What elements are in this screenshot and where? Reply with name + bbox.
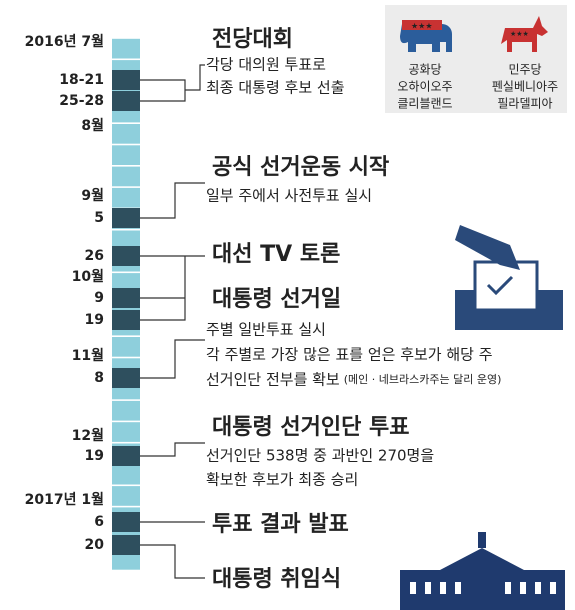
date-label: 19 — [85, 448, 104, 464]
timeline-cell — [112, 401, 140, 421]
event-title: 대통령 취임식 — [212, 567, 341, 592]
timeline-cell — [112, 465, 140, 485]
timeline-marker — [112, 70, 140, 90]
date-label: 8 — [94, 370, 104, 386]
date-label: 2016년 7월 — [25, 33, 104, 50]
date-label: 5 — [94, 210, 104, 226]
timeline-marker — [112, 310, 140, 330]
timeline-cell — [112, 145, 140, 165]
connector — [140, 545, 205, 578]
event-desc: 일부 주에서 사전투표 실시 — [206, 187, 372, 205]
timeline-cell — [112, 486, 140, 506]
connector — [140, 443, 205, 456]
connector — [140, 340, 205, 378]
timeline-marker — [112, 512, 140, 532]
timeline-cell — [112, 422, 140, 442]
connector — [140, 65, 205, 101]
timeline-marker — [112, 91, 140, 111]
timeline-marker — [112, 288, 140, 308]
date-label: 8월 — [81, 117, 104, 134]
connector — [140, 256, 205, 320]
party-name: 민주당 — [508, 63, 541, 77]
event-desc: 각 주별로 가장 많은 표를 얻은 후보가 해당 주 — [206, 346, 493, 364]
event-title: 대통령 선거인단 투표 — [212, 415, 409, 440]
date-label: 25-28 — [59, 93, 104, 109]
white-house-icon — [400, 532, 565, 610]
party-city: 클리블랜드 — [397, 97, 452, 111]
date-label: 10월 — [72, 268, 104, 285]
event-title: 공식 선거운동 시작 — [212, 155, 389, 180]
timeline-marker — [112, 535, 140, 555]
timeline-cell — [112, 124, 140, 144]
timeline-cell — [112, 337, 140, 357]
timeline-marker — [112, 368, 140, 388]
ballot-icon — [455, 225, 563, 330]
event-title: 전당대회 — [212, 27, 293, 52]
date-label: 12월 — [72, 427, 104, 444]
event-desc: 최종 대통령 후보 선출 — [206, 79, 345, 97]
date-label: 11월 — [72, 347, 104, 364]
infographic: ★★★ ★★★ 2016년 7월 18-21 25-28 8월 9월 5 26 10월 9 19 1… — [0, 0, 575, 610]
timeline-marker — [112, 246, 140, 266]
event-title: 투표 결과 발표 — [212, 512, 349, 537]
timeline-marker — [112, 446, 140, 466]
date-label: 26 — [85, 248, 104, 264]
date-label: 9 — [94, 290, 104, 306]
date-label: 20 — [85, 537, 105, 553]
date-label: 2017년 1월 — [25, 491, 104, 508]
svg-text:★★★: ★★★ — [411, 22, 433, 31]
timeline-cell — [112, 167, 140, 187]
svg-text:★★★: ★★★ — [510, 30, 529, 38]
event-title: 대통령 선거일 — [212, 287, 341, 312]
timeline-cell — [112, 188, 140, 208]
event-desc: 각당 대의원 투표로 — [206, 56, 326, 74]
party-name: 공화당 — [408, 63, 441, 77]
event-note: (메인 · 네브라스카주는 달리 운영) — [344, 373, 502, 386]
timeline-cell — [112, 39, 140, 59]
connector — [140, 183, 205, 218]
timeline-marker — [112, 208, 140, 228]
party-state: 오하이오주 — [397, 80, 452, 94]
event-desc: 확보한 후보가 최종 승리 — [206, 471, 358, 489]
party-state: 펜실베니아주 — [492, 80, 558, 94]
date-label: 18-21 — [59, 72, 104, 88]
date-label: 9월 — [81, 187, 104, 204]
event-desc: 주별 일반투표 실시 — [206, 321, 326, 339]
event-desc: 선거인단 538명 중 과반인 270명을 — [206, 447, 434, 465]
date-label: 19 — [85, 312, 104, 328]
event-title: 대선 TV 토론 — [212, 242, 340, 267]
event-desc: 선거인단 전부를 확보(메인 · 네브라스카주는 달리 운영) — [206, 371, 501, 389]
party-city: 필라델피아 — [497, 97, 552, 111]
date-label: 6 — [94, 514, 104, 530]
